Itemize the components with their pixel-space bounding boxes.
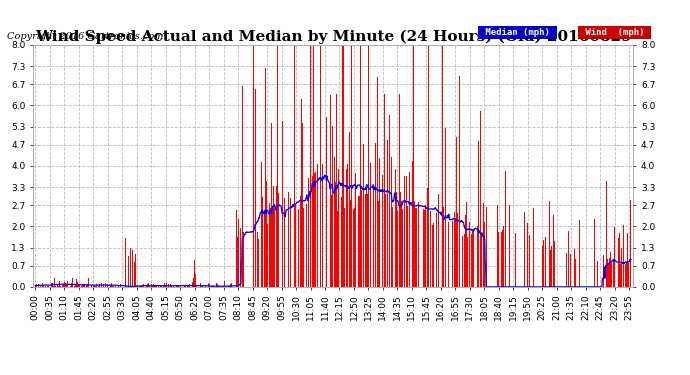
Text: Median (mph): Median (mph) [480, 28, 555, 37]
Title: Wind Speed Actual and Median by Minute (24 Hours) (Old) 20160829: Wind Speed Actual and Median by Minute (… [35, 30, 631, 44]
Text: Wind  (mph): Wind (mph) [580, 28, 649, 37]
Text: Copyright 2016 Cartronics.com: Copyright 2016 Cartronics.com [7, 32, 164, 41]
